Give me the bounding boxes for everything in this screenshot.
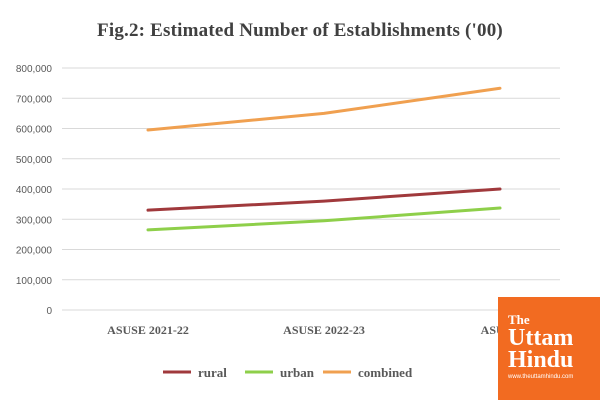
watermark-line-the: The	[508, 312, 530, 327]
y-tick-label: 100,000	[16, 276, 53, 287]
series-line-urban	[146, 206, 502, 232]
watermark-line-hindu: Hindu	[508, 347, 574, 373]
series-line-rural	[146, 187, 502, 212]
legend-label-urban: urban	[280, 365, 315, 380]
legend-label-rural: rural	[198, 365, 227, 380]
y-tick-label: 600,000	[16, 125, 53, 136]
y-tick-label: 800,000	[16, 64, 53, 75]
y-tick-label: 200,000	[16, 246, 53, 257]
watermark-url: www.theuttamhindu.com	[508, 374, 574, 380]
y-tick-label: 300,000	[16, 215, 53, 226]
y-tick-label: 0	[46, 306, 52, 317]
y-tick-label: 500,000	[16, 155, 53, 166]
y-tick-label: 700,000	[16, 94, 53, 105]
series-line-combined	[146, 86, 502, 132]
watermark-logo: The Uttam Hindu www.theuttamhindu.com	[498, 297, 600, 400]
legend-label-combined: combined	[358, 365, 413, 380]
x-tick-label: ASUSE 2022-23	[283, 323, 365, 337]
watermark-line-uttam: Uttam	[508, 325, 574, 351]
y-tick-label: 400,000	[16, 185, 53, 196]
x-tick-label: ASUSE 2021-22	[107, 323, 189, 337]
chart-title: Fig.2: Estimated Number of Establishment…	[97, 20, 503, 41]
